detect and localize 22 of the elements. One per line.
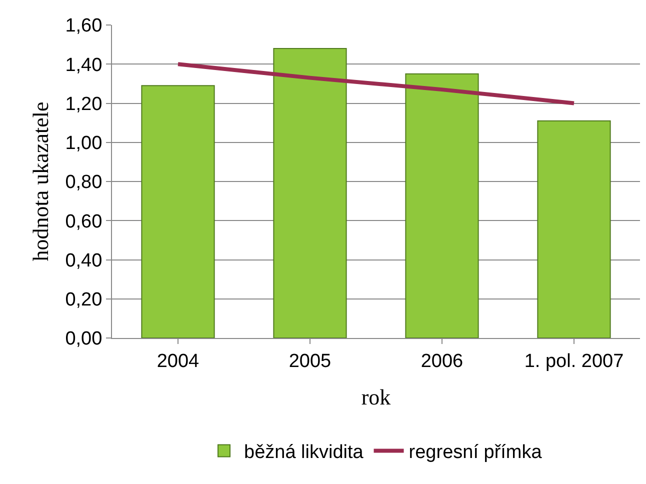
y-tick-label: 0,60: [65, 211, 102, 232]
legend-label: běžná likvidita: [244, 442, 364, 464]
bar: [273, 48, 347, 338]
x-tick-label: 2004: [156, 350, 200, 372]
y-tick-label: 0,20: [65, 290, 102, 311]
x-tick-label: 2005: [288, 350, 332, 372]
x-tick-label: 1. pol. 2007: [524, 350, 624, 372]
y-tick-label: 0,00: [65, 328, 102, 350]
legend-label: regresní přímka: [408, 442, 542, 464]
y-axis-title: hodnota ukazatele: [28, 102, 54, 262]
bar: [141, 85, 215, 338]
y-tick-label: 1,60: [65, 16, 102, 37]
y-tick-label: 1,20: [65, 94, 102, 115]
y-tick-label: 1,40: [65, 54, 102, 76]
line-series: [176, 62, 576, 106]
bar: [537, 120, 611, 338]
bar: [405, 73, 479, 338]
y-tick-label: 0,40: [65, 250, 102, 272]
y-tick-label: 0,80: [65, 172, 102, 194]
y-tick-label: 1,00: [65, 133, 102, 154]
x-axis-title: rok: [361, 384, 391, 410]
x-tick-label: 2006: [420, 350, 464, 372]
